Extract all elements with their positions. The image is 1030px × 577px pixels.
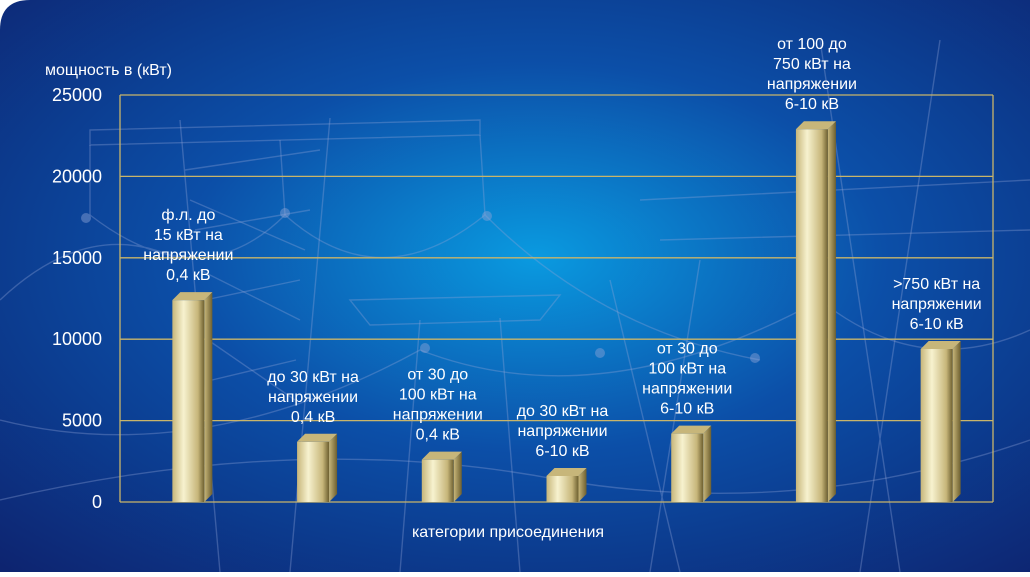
category-label: от 30 до 100 кВт на напряжении 6-10 кВ: [642, 341, 732, 418]
gridlines: [119, 94, 994, 503]
category-label: до 30 кВт на напряжении 6-10 кВ: [517, 403, 609, 460]
category-label: до 30 кВт на напряжении 0,4 кВ: [267, 369, 359, 426]
bar: [671, 425, 712, 502]
bar: [546, 467, 587, 502]
category-labels: ф.л. до 15 кВт на напряжении 0,4 кВ до 30 кВ…: [143, 36, 981, 460]
y-axis-label: мощность в (кВт): [45, 62, 172, 79]
y-tick-label: 25000: [52, 85, 102, 105]
y-axis-tick-labels: 0 5000 10000 15000 20000 25000: [52, 85, 102, 512]
bar: [920, 340, 961, 502]
bars: [172, 121, 961, 503]
bar: [795, 121, 836, 503]
category-label: ф.л. до 15 кВт на напряжении 0,4 кВ: [143, 207, 233, 284]
bar: [297, 433, 338, 502]
category-label: >750 кВт на напряжении 6-10 кВ: [892, 276, 982, 333]
y-tick-label: 20000: [52, 166, 102, 186]
insulator-dots-decoration: [81, 208, 760, 363]
y-tick-label: 0: [92, 492, 102, 512]
y-tick-label: 5000: [62, 411, 102, 431]
bar: [421, 451, 462, 502]
category-label: от 100 до 750 кВт на напряжении 6-10 кВ: [767, 36, 857, 113]
y-tick-label: 15000: [52, 248, 102, 268]
category-label: от 30 до 100 кВт на напряжении 0,4 кВ: [393, 367, 483, 444]
bar: [172, 292, 213, 502]
x-axis-label: категории присоединения: [412, 524, 604, 541]
y-tick-label: 10000: [52, 329, 102, 349]
